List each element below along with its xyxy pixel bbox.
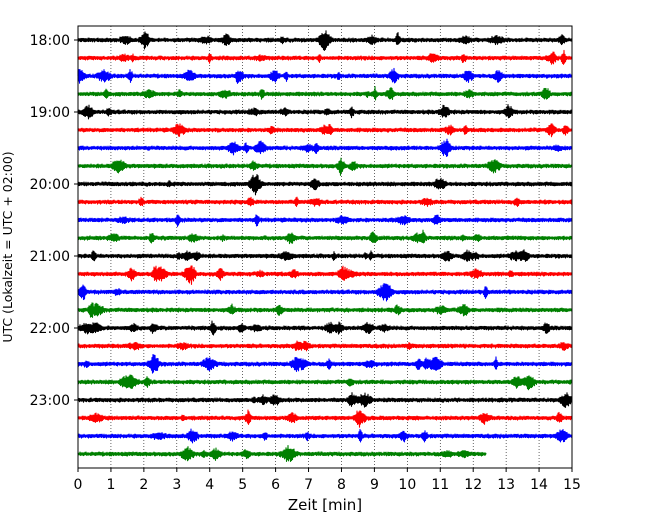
trace-1845 (77, 86, 573, 101)
x-tick-label: 7 (304, 477, 313, 493)
y-tick-label: 18:00 (30, 33, 70, 49)
trace-2315 (77, 409, 573, 428)
x-axis: 0 1 2 3 4 5 6 7 8 9 10 11 12 13 14 15 (74, 468, 581, 493)
trace-1900 (77, 104, 573, 120)
plot-background (78, 26, 572, 468)
trace-2100 (77, 249, 573, 262)
trace-2230 (77, 353, 573, 374)
x-tick-label: 6 (271, 477, 280, 493)
x-tick-label: 13 (497, 477, 515, 493)
x-tick-label: 10 (398, 477, 416, 493)
y-tick-label: 20:00 (30, 177, 70, 193)
trace-2330 (77, 428, 573, 444)
y-tick-label: 23:00 (30, 393, 70, 409)
trace-1815 (77, 49, 573, 65)
y-tick-label: 21:00 (30, 249, 70, 265)
y-axis-title: UTC (Lokalzeit = UTC + 02:00) (0, 151, 15, 342)
trace-2000 (77, 173, 573, 196)
x-tick-label: 11 (431, 477, 449, 493)
trace-2245 (77, 374, 573, 391)
plot-frame (77, 25, 573, 469)
trace-2215 (77, 340, 573, 352)
trace-2200 (77, 320, 573, 336)
x-tick-label: 3 (172, 477, 181, 493)
y-tick-label: 19:00 (30, 105, 70, 121)
y-axis: 18:00 19:00 20:00 21:00 22:00 23:00 (30, 33, 78, 409)
x-tick-label: 14 (530, 477, 548, 493)
x-tick-label: 9 (370, 477, 379, 493)
trace-2145 (77, 302, 573, 318)
trace-1830 (77, 67, 573, 84)
x-tick-label: 1 (106, 477, 115, 493)
trace-2115 (77, 265, 573, 285)
trace-1800 (77, 30, 573, 51)
x-tick-label: 2 (139, 477, 148, 493)
x-axis-title: Zeit [min] (288, 496, 362, 514)
trace-1915 (77, 123, 573, 138)
trace-2045 (77, 229, 573, 245)
x-tick-label: 15 (563, 477, 581, 493)
trace-1945 (77, 157, 573, 176)
trace-2030 (77, 214, 573, 227)
x-tick-label: 0 (74, 477, 83, 493)
x-tick-label: 5 (238, 477, 247, 493)
seismogram-traces (77, 30, 573, 463)
trace-2345 (77, 444, 487, 463)
x-tick-label: 4 (205, 477, 214, 493)
trace-2300 (77, 392, 573, 408)
trace-2015 (77, 196, 573, 208)
x-tick-label: 8 (337, 477, 346, 493)
trace-2130 (77, 282, 573, 302)
trace-1930 (77, 138, 573, 157)
x-tick-label: 12 (464, 477, 482, 493)
y-tick-label: 22:00 (30, 321, 70, 337)
